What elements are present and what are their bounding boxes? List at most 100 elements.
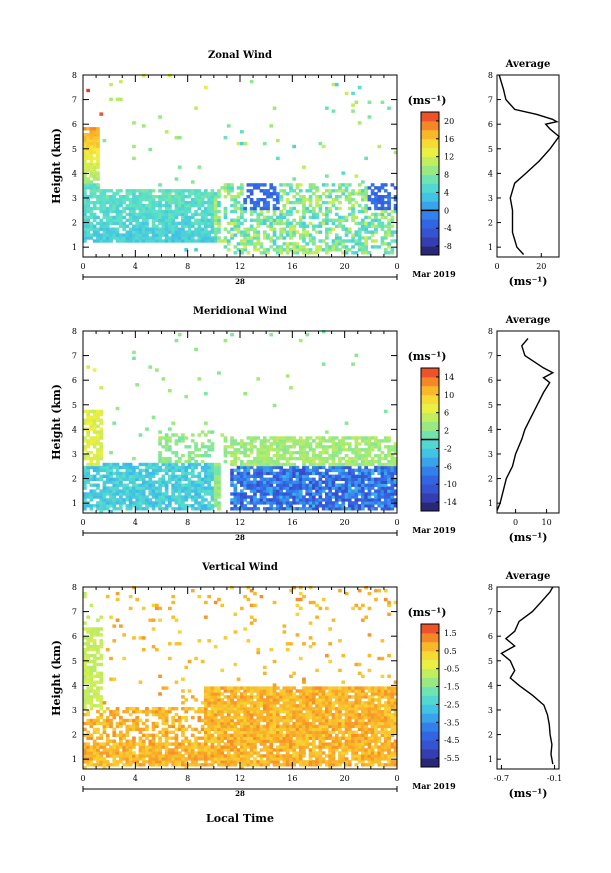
heatmap-cell bbox=[325, 439, 329, 443]
heatmap-cell bbox=[226, 763, 231, 767]
profile-y-tick-label: 3 bbox=[488, 450, 493, 459]
heatmap-cell bbox=[374, 203, 378, 208]
heatmap-cell bbox=[135, 465, 139, 470]
heatmap-cell bbox=[243, 492, 247, 496]
heatmap-cell bbox=[276, 195, 280, 199]
heatmap-cell bbox=[187, 492, 192, 496]
heatmap-cell bbox=[207, 439, 211, 443]
heatmap-cell bbox=[249, 712, 254, 717]
heatmap-cell bbox=[331, 454, 336, 458]
heatmap-cell bbox=[89, 141, 94, 146]
heatmap-cell bbox=[135, 203, 139, 208]
heatmap-cell bbox=[282, 454, 287, 458]
heatmap-cell bbox=[312, 251, 316, 255]
heatmap-cell bbox=[298, 480, 303, 484]
heatmap-cell bbox=[387, 230, 391, 234]
heatmap-cell bbox=[181, 730, 185, 734]
heatmap-cell bbox=[168, 760, 172, 764]
heatmap-cell bbox=[390, 498, 395, 502]
heatmap-cell bbox=[181, 215, 185, 220]
heatmap-cell bbox=[187, 480, 192, 484]
heatmap-cell bbox=[308, 459, 313, 464]
heatmap-cell bbox=[138, 239, 143, 243]
heatmap-cell bbox=[236, 695, 241, 699]
heatmap-cell bbox=[233, 495, 238, 499]
heatmap-cell bbox=[89, 707, 94, 711]
heatmap-cell bbox=[158, 212, 162, 217]
heatmap-cell bbox=[246, 698, 251, 702]
heatmap-cell bbox=[312, 483, 316, 487]
heatmap-cell bbox=[190, 742, 195, 746]
heatmap-cell bbox=[370, 224, 375, 228]
heatmap-cell bbox=[115, 221, 120, 225]
heatmap-cell bbox=[269, 507, 274, 511]
heatmap-cell bbox=[181, 462, 185, 467]
heatmap-cell bbox=[328, 492, 332, 496]
heatmap-cell bbox=[194, 203, 198, 208]
heatmap-cell bbox=[197, 471, 202, 476]
colorbar-bin bbox=[421, 403, 439, 414]
heatmap-cell bbox=[135, 754, 139, 758]
heatmap-cell bbox=[217, 371, 221, 375]
heatmap-cell bbox=[259, 760, 264, 764]
heatmap-cell bbox=[89, 442, 94, 446]
heatmap-cell bbox=[164, 192, 169, 196]
heatmap-cell bbox=[128, 206, 133, 211]
heatmap-cell bbox=[374, 186, 378, 190]
heatmap-cell bbox=[213, 206, 218, 211]
heatmap-cell bbox=[272, 683, 277, 687]
heatmap-cell bbox=[253, 689, 257, 693]
heatmap-cell bbox=[181, 465, 185, 470]
heatmap-cell bbox=[236, 218, 241, 222]
y-tick-label: 7 bbox=[72, 352, 77, 361]
heatmap-cell bbox=[292, 451, 296, 455]
heatmap-cell bbox=[361, 236, 365, 240]
heatmap-cell bbox=[102, 462, 107, 467]
heatmap-cell bbox=[272, 448, 277, 452]
heatmap-cell bbox=[138, 718, 143, 723]
heatmap-cell bbox=[96, 233, 100, 237]
heatmap-cell bbox=[174, 480, 179, 484]
heatmap-cell bbox=[315, 245, 319, 249]
heatmap-cell bbox=[370, 456, 375, 461]
heatmap-cell bbox=[240, 504, 244, 508]
heatmap-cell bbox=[112, 501, 117, 505]
heatmap-cell bbox=[83, 454, 87, 458]
heatmap-cell bbox=[344, 436, 349, 440]
heatmap-cell bbox=[243, 242, 247, 246]
heatmap-cell bbox=[387, 448, 391, 452]
heatmap-cell bbox=[168, 480, 172, 484]
heatmap-cell bbox=[249, 474, 254, 478]
heatmap-cell bbox=[272, 233, 277, 237]
heatmap-cell bbox=[236, 733, 241, 737]
heatmap-cell bbox=[367, 436, 372, 440]
heatmap-cell bbox=[289, 745, 293, 749]
heatmap-cell bbox=[298, 454, 303, 458]
heatmap-cell bbox=[236, 686, 241, 690]
heatmap-cell bbox=[334, 492, 339, 496]
heatmap-cell bbox=[158, 754, 162, 758]
heatmap-cell bbox=[217, 504, 221, 508]
heatmap-cell bbox=[89, 144, 94, 149]
heatmap-cell bbox=[115, 200, 120, 205]
heatmap-cell bbox=[289, 733, 293, 737]
heatmap-cell bbox=[383, 409, 388, 414]
heatmap-cell bbox=[128, 200, 133, 205]
heatmap-cell bbox=[253, 727, 257, 732]
heatmap-cell bbox=[243, 730, 247, 734]
heatmap-cell bbox=[197, 707, 202, 711]
heatmap-cell bbox=[230, 721, 234, 726]
heatmap-cell bbox=[243, 689, 247, 693]
heatmap-cell bbox=[262, 206, 267, 211]
heatmap-cell bbox=[305, 451, 310, 455]
heatmap-cell bbox=[190, 760, 195, 764]
heatmap-cell bbox=[279, 218, 283, 222]
heatmap-cell bbox=[351, 459, 355, 464]
heatmap-cell bbox=[351, 492, 355, 496]
heatmap-cell bbox=[92, 718, 97, 723]
heatmap-cell bbox=[380, 465, 385, 470]
heatmap-cell bbox=[226, 721, 231, 726]
heatmap-cell bbox=[171, 221, 175, 225]
heatmap-cell bbox=[164, 459, 169, 464]
heatmap-cell bbox=[105, 501, 110, 505]
